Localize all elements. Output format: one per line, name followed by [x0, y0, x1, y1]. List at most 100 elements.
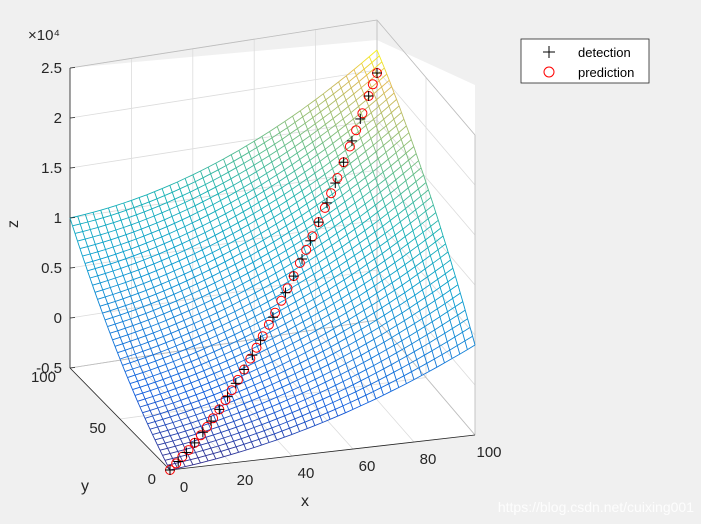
mesh-line: [334, 409, 339, 417]
mesh-line: [188, 333, 192, 340]
mesh-line: [233, 156, 242, 162]
mesh-line: [171, 216, 175, 224]
mesh-line: [253, 165, 257, 172]
mesh-line: [309, 412, 313, 420]
mesh-line: [372, 165, 381, 172]
mesh-line: [350, 106, 359, 114]
mesh-line: [387, 179, 396, 187]
mesh-line: [170, 310, 175, 318]
mesh-line: [317, 357, 326, 363]
mesh-line: [102, 217, 107, 226]
mesh-line: [142, 409, 151, 414]
mesh-line: [271, 384, 276, 391]
mesh-line: [214, 211, 219, 219]
legend[interactable]: detection prediction: [520, 38, 650, 84]
mesh-line: [253, 384, 258, 392]
mesh-line: [150, 366, 159, 371]
mesh-line: [219, 248, 224, 256]
mesh-line: [368, 298, 373, 306]
mesh-line: [298, 203, 308, 210]
mesh-line: [345, 363, 349, 371]
mesh-line: [142, 329, 147, 336]
mesh-line: [211, 341, 220, 346]
mesh-line: [124, 368, 133, 372]
mesh-line: [304, 418, 313, 423]
mesh-line: [327, 105, 332, 113]
mesh-line: [304, 372, 314, 377]
mesh-line: [143, 232, 152, 237]
mesh-line: [195, 373, 200, 381]
mesh-line: [183, 274, 188, 281]
mesh-line: [279, 353, 288, 359]
mesh-line: [120, 311, 129, 316]
mesh-line: [365, 118, 374, 126]
mesh-line: [310, 287, 319, 293]
mesh-line: [252, 262, 256, 269]
mesh-line: [325, 333, 329, 341]
mesh-line: [363, 383, 372, 389]
mesh-line: [197, 212, 201, 220]
mesh-line: [266, 371, 271, 379]
mesh-line: [213, 415, 217, 422]
mesh-line: [357, 398, 362, 407]
legend-box: [520, 38, 650, 84]
mesh-line: [251, 396, 260, 402]
mesh-line: [362, 144, 367, 152]
mesh-line: [160, 303, 169, 308]
mesh-line: [469, 327, 474, 337]
mesh-line: [327, 364, 331, 372]
mesh-line: [230, 150, 240, 156]
mesh-line: [135, 259, 144, 264]
mesh-line: [419, 334, 428, 340]
mesh-line: [379, 246, 383, 254]
mesh-line: [358, 343, 367, 349]
mesh-line: [242, 279, 251, 285]
mesh-line: [277, 279, 282, 287]
x-tick-label-5: 100: [476, 444, 501, 461]
mesh-line: [308, 305, 317, 311]
mesh-line: [171, 212, 180, 217]
mesh-line: [145, 309, 154, 314]
mesh-line: [246, 447, 255, 451]
mesh-line: [380, 185, 389, 193]
mesh-line: [143, 211, 147, 220]
mesh-line: [396, 99, 400, 107]
mesh-line: [215, 440, 219, 447]
mesh-line: [217, 237, 226, 243]
mesh-line: [258, 397, 263, 404]
mesh-line: [335, 284, 340, 292]
mesh-line: [243, 163, 247, 171]
mesh-line: [176, 277, 180, 285]
mesh-line: [127, 265, 132, 273]
mesh-line: [167, 411, 171, 418]
mesh-line: [140, 276, 144, 284]
mesh-line: [347, 156, 351, 164]
mesh-line: [375, 346, 380, 355]
mesh-line: [112, 317, 116, 325]
mesh-line: [274, 344, 278, 352]
mesh-line: [125, 302, 134, 307]
mesh-line: [256, 387, 265, 392]
mesh-line: [150, 300, 159, 305]
mesh-line: [327, 149, 336, 156]
mesh-line: [341, 272, 345, 281]
mesh-line: [278, 250, 287, 256]
mesh-line: [332, 188, 341, 195]
mesh-line: [325, 118, 334, 125]
mesh-line: [245, 430, 250, 437]
mesh-line: [259, 352, 263, 360]
prediction-point-16: [263, 319, 274, 330]
mesh-line: [221, 325, 225, 333]
prediction-point-11: [232, 374, 243, 385]
mesh-line: [375, 178, 379, 186]
mesh-line: [180, 358, 184, 365]
y-axis-label: y: [81, 478, 89, 495]
mesh-line: [175, 342, 184, 347]
mesh-line: [218, 364, 223, 371]
mesh-line: [147, 360, 156, 365]
mesh-line: [128, 262, 137, 267]
mesh-line: [130, 248, 134, 257]
mesh-line: [215, 420, 220, 427]
mesh-line: [253, 141, 258, 148]
mesh-line: [398, 327, 408, 334]
